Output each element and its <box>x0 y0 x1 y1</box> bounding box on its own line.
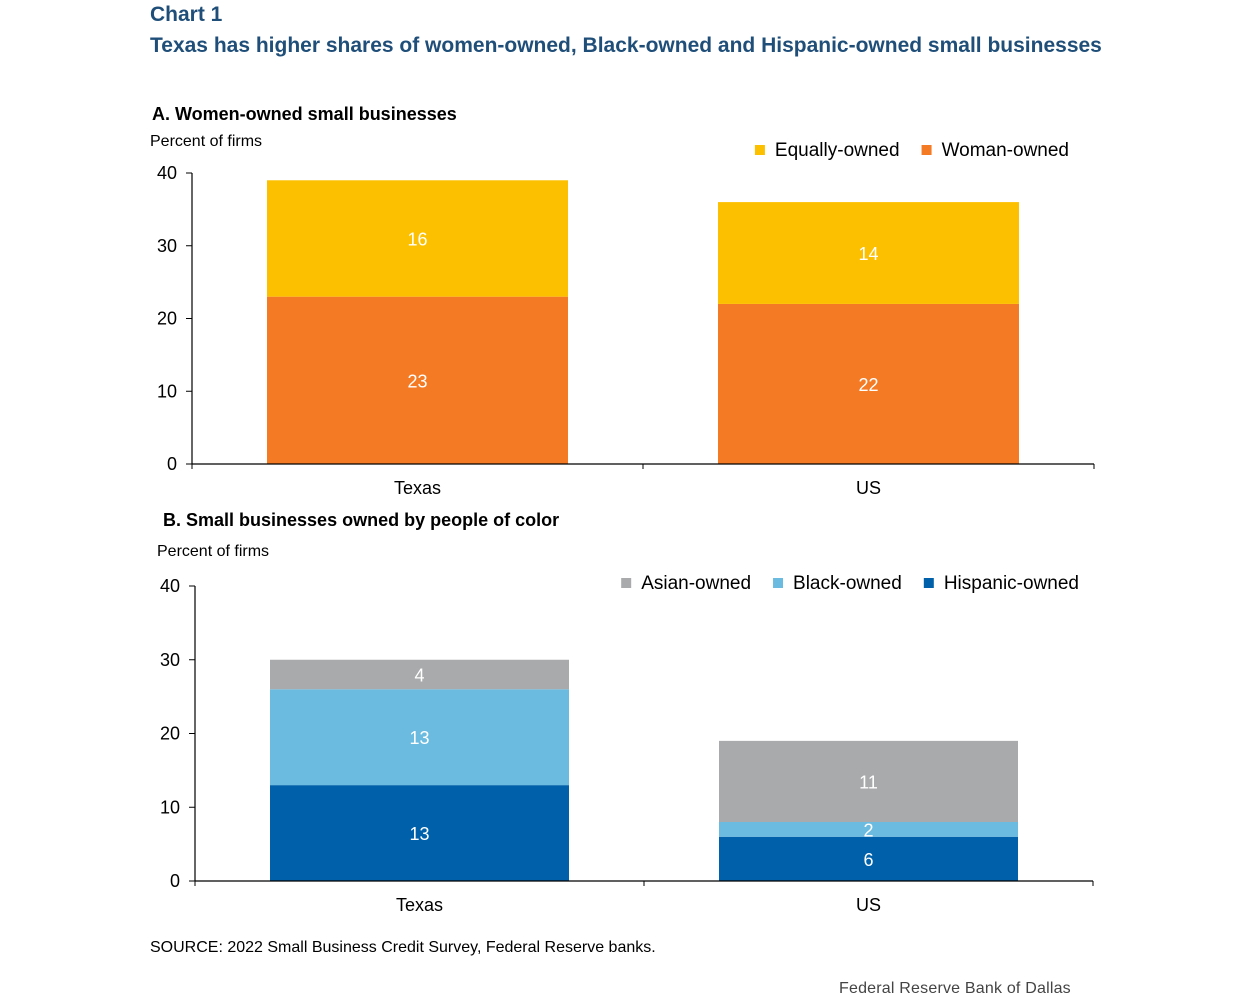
y-tick-label-30: 30 <box>160 650 180 670</box>
legend-swatch-asian-owned <box>621 578 632 588</box>
data-label-us-black-owned: 2 <box>863 820 873 840</box>
panel-b-ylabel: Percent of firms <box>157 543 270 560</box>
legend-label-equally-owned: Equally-owned <box>775 140 900 161</box>
y-tick-label-10: 10 <box>160 797 180 817</box>
bar-texas-equally-owned <box>267 180 568 297</box>
y-tick-label-10: 10 <box>157 381 177 401</box>
bar-texas-black-owned <box>270 689 569 786</box>
legend-label-hispanic-owned: Hispanic-owned <box>944 573 1079 594</box>
y-tick-label-20: 20 <box>160 724 180 744</box>
data-label-texas-equally-owned: 16 <box>407 229 427 249</box>
panel-a-plot: 23 16 Texas 22 14 US 0 10 20 30 40 Woman-owned Equal… <box>157 140 1095 498</box>
data-label-us-asian-owned: 11 <box>859 772 878 792</box>
y-tick-label-40: 40 <box>157 163 177 183</box>
legend-swatch-hispanic-owned <box>923 578 934 588</box>
y-tick-label-40: 40 <box>160 576 180 596</box>
bar-us-black-owned <box>719 822 1018 837</box>
bar-texas-woman-owned <box>267 296 568 464</box>
bar-us-equally-owned <box>718 202 1019 304</box>
y-tick-label-0: 0 <box>167 454 177 474</box>
y-tick-label-0: 0 <box>170 871 180 891</box>
legend-label-asian-owned: Asian-owned <box>641 573 751 594</box>
data-label-us-woman-owned: 22 <box>858 375 878 395</box>
panel-a-ylabel: Percent of firms <box>150 133 263 150</box>
x-tick-label-texas: Texas <box>394 478 441 498</box>
source-note: SOURCE: 2022 Small Business Credit Surve… <box>150 939 656 956</box>
y-tick-label-30: 30 <box>157 236 177 256</box>
data-label-us-hispanic-owned: 6 <box>863 850 873 870</box>
panel-a-title: A. Women-owned small businesses <box>152 104 457 124</box>
data-label-texas-hispanic-owned: 13 <box>409 824 429 844</box>
chart-label: Chart 1 <box>150 3 223 26</box>
y-tick-label-20: 20 <box>157 309 177 329</box>
credit-line: Federal Reserve Bank of Dallas <box>839 980 1071 997</box>
legend-label-black-owned: Black-owned <box>793 573 902 594</box>
data-label-us-equally-owned: 14 <box>858 244 878 264</box>
x-tick-label-us: US <box>856 895 881 915</box>
chart-title: Texas has higher shares of women-owned, … <box>150 34 1102 57</box>
panel-b-plot: 13 13 4 Texas 6 2 11 US 0 10 20 30 40 Hispanic-owned B… <box>160 573 1094 915</box>
legend: Hispanic-owned Black-owned Asian-owned <box>621 573 1079 594</box>
legend-label-woman-owned: Woman-owned <box>942 140 1069 161</box>
legend: Woman-owned Equally-owned <box>754 140 1069 161</box>
bar-us-asian-owned <box>719 740 1018 822</box>
panel-b-title: B. Small businesses owned by people of c… <box>163 510 560 530</box>
legend-swatch-equally-owned <box>754 145 765 155</box>
bar-texas-hispanic-owned <box>270 785 569 881</box>
data-label-texas-asian-owned: 4 <box>414 666 424 686</box>
data-label-texas-black-owned: 13 <box>409 728 429 748</box>
x-tick-label-texas: Texas <box>396 895 443 915</box>
bar-us-woman-owned <box>718 303 1019 464</box>
bar-us-hispanic-owned <box>719 836 1018 881</box>
x-tick-label-us: US <box>856 478 881 498</box>
legend-swatch-black-owned <box>773 578 784 588</box>
data-label-texas-woman-owned: 23 <box>407 371 427 391</box>
bar-texas-asian-owned <box>270 659 569 690</box>
legend-swatch-woman-owned <box>921 145 932 155</box>
